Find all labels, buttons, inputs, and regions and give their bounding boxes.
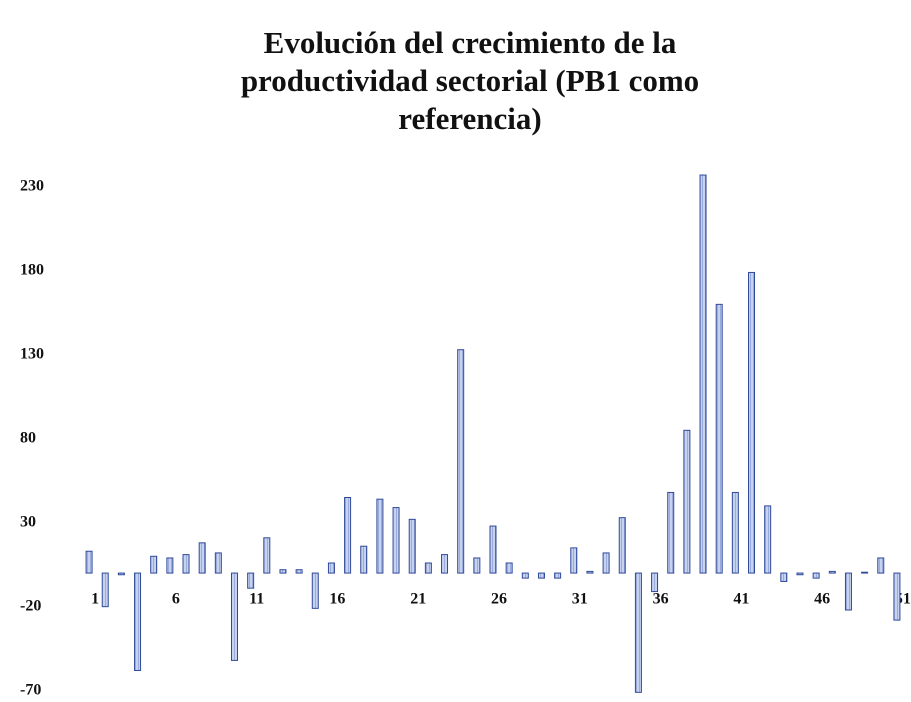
bar: [683, 429, 691, 574]
bar: [505, 562, 513, 574]
bar: [214, 552, 222, 574]
bar: [344, 497, 352, 574]
bar: [166, 557, 174, 574]
bar: [651, 572, 659, 593]
x-tick-label: 36: [653, 591, 669, 608]
bar: [134, 572, 142, 671]
bar: [537, 572, 545, 579]
bar: [586, 570, 594, 574]
y-tick-label: -70: [20, 681, 41, 698]
x-tick-label: 31: [572, 591, 588, 608]
bar: [893, 572, 901, 621]
x-tick-label: 41: [733, 591, 749, 608]
bar: [182, 554, 190, 574]
bar: [117, 572, 125, 576]
bar: [101, 572, 109, 608]
y-tick-label: 180: [20, 261, 44, 278]
bar: [812, 572, 820, 579]
y-tick-label: -20: [20, 597, 41, 614]
bar: [473, 557, 481, 574]
bar: [699, 174, 707, 574]
bar: [327, 562, 335, 574]
bar: [764, 505, 772, 574]
bar: [715, 303, 723, 574]
bar: [424, 562, 432, 574]
y-tick-label: 30: [20, 513, 36, 530]
bar: [489, 525, 497, 574]
bar: [780, 572, 788, 582]
bar: [844, 572, 852, 611]
bar: [618, 517, 626, 574]
bar: [441, 554, 449, 574]
bar: [311, 572, 319, 609]
bar: [570, 547, 578, 574]
bar: [877, 557, 885, 574]
bar: [731, 491, 739, 574]
bar: [279, 569, 287, 574]
bar: [457, 349, 465, 574]
bar: [408, 518, 416, 574]
x-tick-label: 11: [249, 591, 264, 608]
bar: [392, 507, 400, 574]
x-tick-label: 26: [491, 591, 507, 608]
bar: [247, 572, 255, 589]
y-tick-label: 230: [20, 177, 44, 194]
x-tick-label: 46: [814, 591, 830, 608]
bar: [295, 569, 303, 574]
bar: [667, 491, 675, 574]
x-tick-label: 16: [329, 591, 345, 608]
bar: [521, 572, 529, 579]
bar: [602, 552, 610, 574]
bar: [230, 572, 238, 661]
bar: [150, 555, 158, 574]
bar: [360, 545, 368, 574]
x-tick-label: 6: [172, 591, 180, 608]
bar: [263, 537, 271, 574]
y-tick-label: 130: [20, 345, 44, 362]
bar: [85, 550, 93, 574]
bar: [376, 498, 384, 574]
bar: [634, 572, 642, 693]
bar: [198, 542, 206, 574]
bar: [554, 572, 562, 579]
chart-title: Evolución del crecimiento de la producti…: [240, 25, 700, 136]
bar: [748, 271, 756, 574]
x-tick-label: 21: [410, 591, 426, 608]
x-tick-label: 1: [91, 591, 99, 608]
bar: [861, 571, 869, 574]
bar: [828, 570, 836, 574]
y-tick-label: 80: [20, 429, 36, 446]
bar: [796, 572, 804, 576]
